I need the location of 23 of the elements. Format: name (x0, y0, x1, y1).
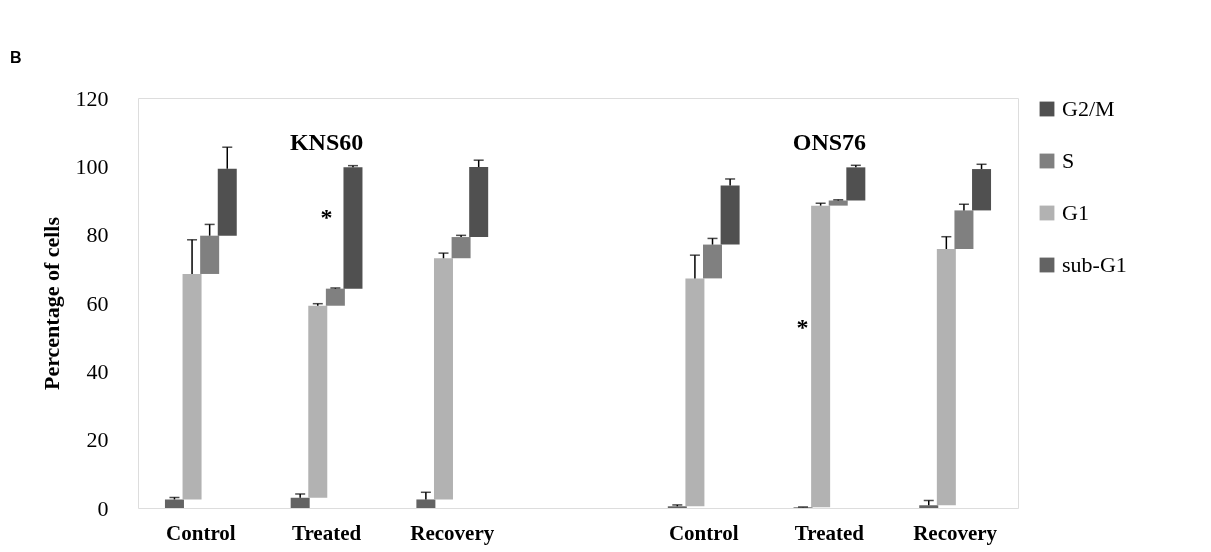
y-tick-label: 20 (86, 427, 109, 453)
legend-label: G1 (1062, 200, 1089, 225)
x-tick-label: Recovery (410, 520, 495, 545)
y-tick-label: 60 (86, 290, 109, 316)
legend-label: S (1062, 148, 1075, 173)
y-axis-title: Percentage of cells (38, 216, 64, 391)
legend-label: G2/M (1062, 96, 1115, 121)
y-tick-label: 100 (75, 153, 109, 179)
annotation: * (796, 314, 809, 340)
x-tick-label: Control (668, 520, 739, 545)
y-tick-label: 120 (75, 85, 109, 111)
x-tick-label: Treated (291, 520, 362, 545)
x-tick-label: Treated (794, 520, 865, 545)
y-tick-label: 0 (97, 495, 109, 521)
legend-label: sub-G1 (1062, 252, 1127, 277)
y-tick-label: 80 (86, 222, 109, 248)
annotation: * (320, 204, 333, 230)
x-tick-label: Control (166, 520, 236, 545)
y-tick-label: 40 (86, 358, 109, 384)
x-tick-label: Recovery (913, 520, 998, 545)
annotation: KNS60 (289, 129, 364, 155)
annotation: ONS76 (792, 129, 867, 155)
text: B (10, 49, 22, 66)
